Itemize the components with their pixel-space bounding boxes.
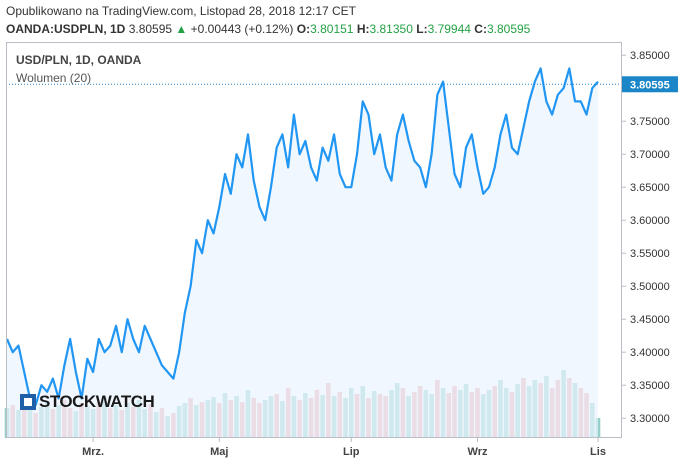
chart-frame bbox=[6, 42, 622, 438]
y-tick-label: 3.55000 bbox=[630, 248, 670, 260]
x-tick-label: Lip bbox=[343, 446, 360, 458]
price-line bbox=[5, 67, 599, 407]
symbol-header: OANDA:USDPLN, 1D 3.80595 ▲ +0.00443 (+0.… bbox=[6, 22, 530, 36]
y-tick-label: 3.60000 bbox=[630, 215, 670, 227]
price-change: +0.00443 (+0.12%) bbox=[190, 22, 294, 36]
y-tick-label: 3.75000 bbox=[630, 116, 670, 128]
x-tick-label: Maj bbox=[210, 446, 228, 458]
logo-text: STOCKWATCH bbox=[39, 392, 155, 411]
y-tick-label: 3.35000 bbox=[630, 380, 670, 392]
last-price-box bbox=[622, 76, 678, 93]
y-tick-label: 3.40000 bbox=[630, 347, 670, 359]
last-price: 3.80595 bbox=[128, 22, 173, 36]
low-label: L: bbox=[416, 22, 428, 36]
x-tick-label: Wrz bbox=[468, 446, 488, 458]
up-arrow-icon: ▲ bbox=[175, 22, 188, 36]
open-label: O: bbox=[296, 22, 311, 36]
legend-main: USD/PLN, 1D, OANDA bbox=[16, 53, 142, 67]
logo-square-icon bbox=[20, 394, 36, 410]
symbol-name: OANDA:USDPLN, 1D bbox=[6, 22, 126, 36]
stockwatch-logo: STOCKWATCH bbox=[20, 391, 155, 413]
y-tick-label: 3.85000 bbox=[630, 50, 670, 62]
high-label: H: bbox=[356, 22, 370, 36]
x-tick-label: Mrz. bbox=[82, 446, 104, 458]
published-header: Opublikowano na TradingView.com, Listopa… bbox=[6, 4, 357, 18]
y-tick-label: 3.30000 bbox=[630, 413, 670, 425]
low-value: 3.79944 bbox=[427, 22, 471, 36]
y-tick-label: 3.65000 bbox=[630, 182, 670, 194]
y-tick-label: 3.50000 bbox=[630, 281, 670, 293]
x-tick-label: Lis bbox=[590, 446, 606, 458]
last-price-label: 3.80595 bbox=[630, 79, 670, 91]
open-value: 3.80151 bbox=[310, 22, 354, 36]
legend-volume: Wolumen (20) bbox=[16, 71, 92, 85]
high-value: 3.81350 bbox=[369, 22, 413, 36]
y-tick-label: 3.45000 bbox=[630, 314, 670, 326]
close-label: C: bbox=[474, 22, 487, 36]
close-value: 3.80595 bbox=[486, 22, 531, 36]
price-area bbox=[7, 68, 598, 439]
y-tick-label: 3.70000 bbox=[630, 149, 670, 161]
